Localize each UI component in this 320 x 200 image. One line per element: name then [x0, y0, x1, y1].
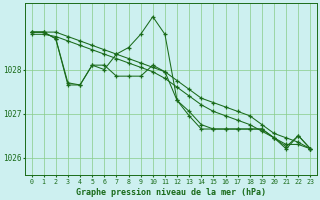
X-axis label: Graphe pression niveau de la mer (hPa): Graphe pression niveau de la mer (hPa)	[76, 188, 266, 197]
